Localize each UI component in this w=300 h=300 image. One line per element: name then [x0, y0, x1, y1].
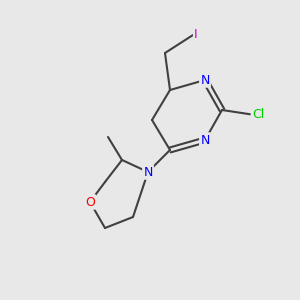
Text: Cl: Cl	[252, 109, 264, 122]
Text: N: N	[200, 74, 210, 86]
Text: N: N	[143, 166, 153, 178]
Text: N: N	[200, 134, 210, 146]
Text: I: I	[194, 28, 198, 41]
Text: O: O	[85, 196, 95, 208]
